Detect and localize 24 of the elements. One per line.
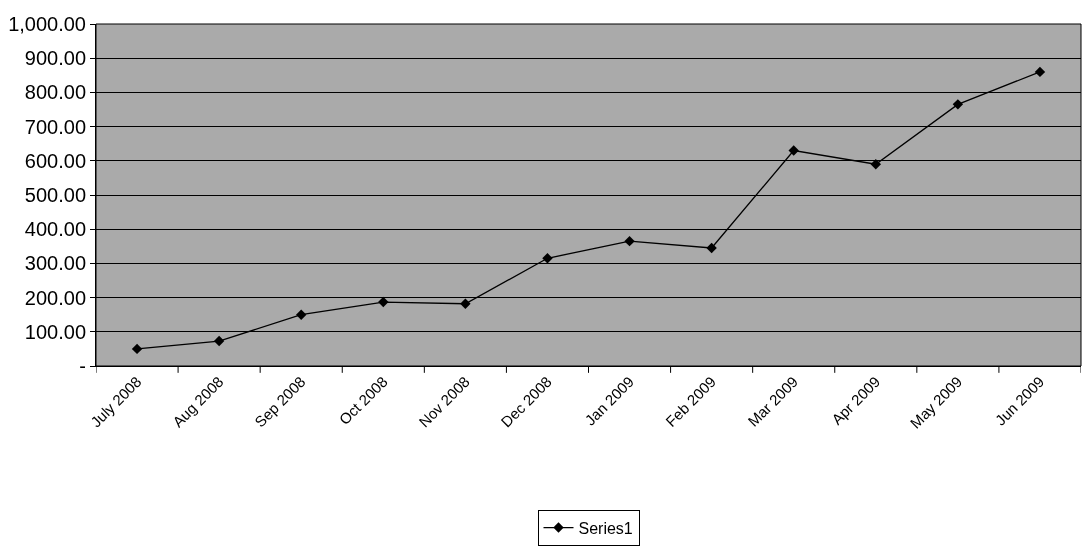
- y-tick-label: 600.00: [24, 149, 86, 172]
- point: [788, 145, 799, 156]
- y-tick-label: 700.00: [24, 115, 86, 138]
- point: [952, 99, 964, 110]
- y-tick-label: 500.00: [24, 184, 86, 206]
- y-tick-label: 900.00: [24, 47, 86, 70]
- point: [706, 242, 717, 254]
- y-tick-label: 100.00: [24, 320, 86, 343]
- point: [542, 253, 553, 264]
- y-tick-label: 200.00: [24, 286, 86, 309]
- point: [624, 235, 635, 247]
- point: [131, 343, 143, 355]
- y-tick-label: 300.00: [24, 252, 86, 275]
- point: [296, 309, 307, 320]
- point: [870, 159, 881, 170]
- legend-label: Series1: [578, 519, 633, 537]
- point: [378, 296, 389, 308]
- point: [460, 298, 471, 309]
- point: [1034, 66, 1046, 78]
- y-tick-label: -: [79, 355, 86, 377]
- point: [213, 335, 225, 347]
- y-tick-label: 1,000.00: [8, 13, 86, 35]
- y-tick-label: 800.00: [24, 81, 86, 104]
- y-tick-label: 400.00: [24, 218, 86, 241]
